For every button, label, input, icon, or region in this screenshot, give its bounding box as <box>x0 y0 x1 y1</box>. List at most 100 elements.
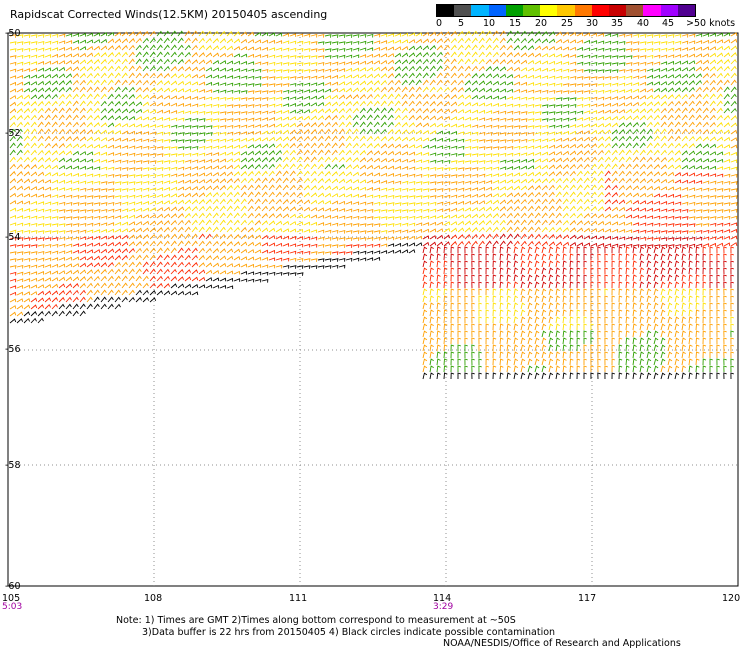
wind-barb <box>16 304 24 310</box>
wind-barb <box>695 136 703 142</box>
wind-barb <box>702 86 709 93</box>
wind-barb <box>681 73 689 79</box>
wind-barb <box>282 129 290 135</box>
wind-barb <box>485 260 490 268</box>
wind-barb <box>142 289 149 296</box>
wind-barb <box>422 129 430 135</box>
wind-barb <box>716 59 724 65</box>
wind-barb <box>527 344 533 352</box>
wind-barb <box>205 240 212 247</box>
wind-barb <box>450 44 457 51</box>
wind-barb <box>23 114 30 121</box>
wind-barb <box>79 46 87 51</box>
wind-barb <box>156 94 164 100</box>
wind-barb <box>114 208 122 213</box>
wind-barb <box>667 237 675 241</box>
wind-barb <box>457 267 462 274</box>
wind-barb <box>394 143 402 149</box>
wind-barb <box>492 125 500 129</box>
wind-barb <box>562 137 570 142</box>
wind-barb <box>86 289 93 296</box>
wind-barb <box>149 94 157 100</box>
wind-barb <box>443 274 448 282</box>
wind-barb <box>93 303 100 310</box>
wind-barb <box>639 48 647 52</box>
wind-barb <box>716 65 723 72</box>
wind-barb <box>443 316 448 324</box>
wind-barb <box>219 30 226 37</box>
wind-barb <box>597 69 605 73</box>
wind-barb <box>86 129 94 135</box>
wind-barb <box>345 74 353 79</box>
wind-barb <box>604 149 611 156</box>
wind-barb <box>618 89 626 93</box>
wind-barb <box>261 157 269 163</box>
wind-barb <box>345 121 352 128</box>
wind-barb <box>436 51 443 58</box>
wind-barb <box>37 244 45 248</box>
wind-barb <box>366 209 374 213</box>
wind-barb <box>135 51 142 58</box>
wind-barb <box>499 199 507 205</box>
wind-barb <box>296 156 303 163</box>
wind-barb <box>380 40 388 44</box>
wind-barb <box>527 158 535 163</box>
wind-barb <box>443 188 451 192</box>
wind-barb <box>422 222 430 226</box>
wind-barb <box>254 163 261 170</box>
wind-barb <box>401 180 409 185</box>
wind-barb <box>359 186 367 191</box>
wind-barb <box>338 200 346 205</box>
wind-barb <box>422 208 430 213</box>
wind-barb <box>37 80 45 86</box>
wind-barb <box>464 253 468 261</box>
wind-barb <box>317 244 325 248</box>
wind-barb <box>16 244 24 248</box>
wind-barb <box>30 142 37 149</box>
wind-barb <box>205 59 213 65</box>
wind-barb <box>310 89 318 93</box>
wind-barb <box>51 33 59 38</box>
wind-barb <box>583 136 591 142</box>
wind-barb <box>135 289 142 296</box>
wind-barb <box>86 79 93 86</box>
wind-barb <box>555 177 562 184</box>
wind-barb <box>128 101 136 107</box>
wind-barb <box>506 185 514 191</box>
wind-barb <box>387 79 394 86</box>
wind-barb <box>674 67 682 72</box>
wind-barb <box>702 253 707 261</box>
wind-barb <box>317 95 325 100</box>
wind-barb <box>58 216 66 220</box>
wind-barb <box>702 33 710 37</box>
wind-barb <box>345 156 352 163</box>
wind-barb <box>205 45 213 51</box>
wind-barb <box>688 295 693 303</box>
wind-barb <box>576 130 584 135</box>
wind-barb <box>597 302 601 310</box>
wind-barb <box>331 207 339 212</box>
wind-barb <box>492 323 497 331</box>
wind-barb <box>625 295 630 303</box>
wind-barb <box>226 255 234 261</box>
wind-barb <box>590 323 594 331</box>
wind-barb <box>667 215 675 220</box>
wind-barb <box>471 309 475 317</box>
wind-barb <box>233 171 241 177</box>
lon-label: 105 <box>2 593 20 604</box>
wind-barb <box>695 187 703 192</box>
wind-barb <box>730 260 734 268</box>
wind-barb <box>604 184 611 191</box>
wind-barb <box>541 82 549 87</box>
wind-barb <box>240 226 247 233</box>
wind-barb <box>310 258 318 262</box>
wind-barb <box>527 358 533 366</box>
wind-barb <box>534 89 542 94</box>
wind-barb <box>373 121 380 128</box>
wind-barb <box>597 267 601 275</box>
wind-barb <box>653 246 659 254</box>
wind-barb <box>716 122 724 128</box>
wind-barb <box>191 125 199 129</box>
wind-barb <box>30 34 38 38</box>
wind-barb <box>723 86 730 93</box>
